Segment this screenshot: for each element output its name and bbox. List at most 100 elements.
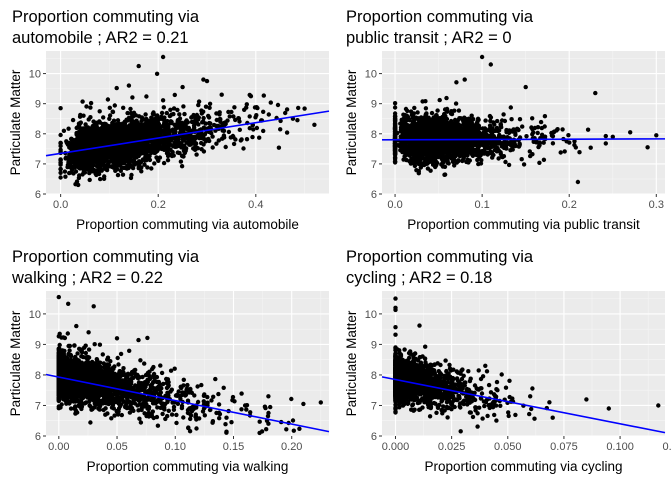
data-point — [645, 145, 650, 150]
data-point — [189, 115, 194, 120]
data-point — [521, 162, 527, 167]
data-point — [159, 110, 165, 116]
data-point — [511, 127, 516, 132]
data-point — [106, 149, 111, 154]
data-point — [93, 121, 98, 127]
data-point — [437, 97, 442, 103]
data-point — [112, 103, 118, 108]
data-point — [495, 128, 501, 134]
data-point — [490, 152, 495, 158]
data-point — [169, 119, 174, 125]
data-point — [445, 122, 450, 127]
data-point — [402, 154, 407, 159]
data-point — [173, 129, 178, 135]
data-point — [232, 105, 237, 110]
data-point — [510, 147, 515, 152]
data-point — [145, 165, 150, 170]
data-point — [566, 133, 571, 138]
data-point — [588, 145, 593, 150]
x-tick-label: 0.2 — [151, 199, 166, 211]
data-point — [62, 169, 68, 174]
data-point — [207, 120, 212, 126]
data-point — [250, 134, 255, 140]
data-point — [509, 117, 514, 122]
y-tick-label: 10 — [29, 69, 41, 81]
data-point — [167, 113, 173, 119]
data-point — [117, 121, 122, 127]
data-point — [100, 129, 106, 134]
data-point — [64, 140, 70, 146]
data-point — [485, 145, 490, 151]
data-point — [208, 130, 213, 135]
data-point — [175, 107, 180, 113]
data-point — [188, 142, 193, 147]
data-point — [196, 102, 201, 108]
data-point — [131, 110, 137, 116]
data-point — [157, 124, 162, 130]
data-point — [90, 163, 96, 168]
data-point — [577, 150, 582, 155]
data-point — [470, 127, 475, 132]
data-point — [63, 174, 68, 179]
data-point — [84, 104, 89, 109]
data-point — [132, 162, 138, 167]
chart-title-line2: automobile ; AR2 = 0.21 — [12, 29, 189, 47]
data-point — [261, 128, 266, 134]
data-point — [392, 160, 398, 165]
data-point — [201, 136, 206, 141]
data-point — [541, 140, 546, 145]
data-point — [434, 159, 439, 165]
data-point — [177, 125, 182, 130]
data-point — [99, 152, 104, 157]
data-point — [83, 152, 88, 157]
data-point — [201, 115, 206, 121]
data-point — [443, 115, 448, 121]
data-point — [537, 160, 542, 165]
data-point — [575, 179, 581, 185]
data-point — [552, 129, 557, 134]
data-point — [535, 125, 541, 130]
data-point — [139, 118, 144, 124]
data-point — [181, 138, 186, 143]
data-point — [58, 140, 63, 146]
data-point — [431, 146, 437, 151]
data-point — [524, 134, 529, 139]
data-point — [70, 144, 75, 149]
data-point — [470, 153, 476, 158]
data-point — [244, 137, 250, 142]
data-point — [85, 125, 90, 131]
data-point — [603, 133, 608, 139]
data-point — [75, 133, 80, 138]
data-point — [99, 168, 104, 173]
data-point — [149, 132, 154, 137]
data-point — [452, 157, 457, 163]
data-point — [462, 77, 467, 82]
data-point — [392, 114, 398, 120]
data-point — [204, 78, 210, 84]
data-point — [165, 150, 170, 155]
data-point — [247, 126, 252, 131]
data-point — [506, 141, 511, 146]
y-tick-label: 6 — [35, 189, 41, 201]
data-point — [182, 150, 187, 156]
data-point — [415, 110, 420, 115]
data-point — [261, 109, 266, 115]
data-point — [404, 157, 409, 163]
data-point — [278, 118, 283, 124]
data-point — [241, 146, 246, 151]
data-point — [199, 108, 204, 113]
x-tick-label: 0.4 — [248, 199, 263, 211]
data-point — [58, 143, 63, 149]
data-point — [125, 110, 130, 116]
data-point — [523, 84, 528, 90]
y-axis-label: Particulate Matter — [344, 69, 359, 175]
data-point — [114, 85, 119, 91]
data-point — [104, 167, 110, 173]
data-point — [442, 172, 448, 177]
data-point — [194, 152, 199, 157]
data-point — [201, 77, 206, 82]
data-point — [447, 130, 452, 136]
data-point — [506, 162, 512, 168]
